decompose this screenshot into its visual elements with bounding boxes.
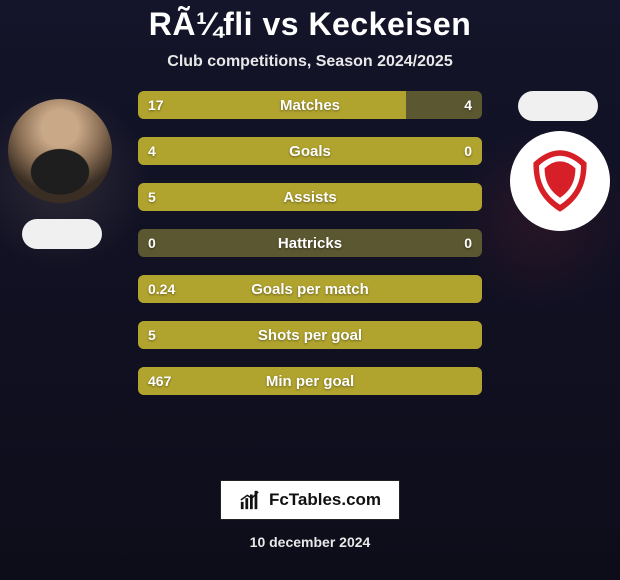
stat-value-left: 17 [148,97,164,113]
stat-value-left: 4 [148,143,156,159]
stat-label: Goals per match [138,281,482,298]
stat-row: Matches17 4 [138,91,482,119]
stat-label: Matches [138,97,482,114]
stat-row: Shots per goal5 [138,321,482,349]
brand-badge: FcTables.com [220,480,400,520]
stat-label: Min per goal [138,373,482,390]
player-left-avatar [8,99,112,203]
stat-value-left: 467 [148,373,171,389]
stat-label: Goals [138,143,482,160]
player-right-flag [518,91,598,121]
stat-value-left: 0.24 [148,281,175,297]
stat-value-right: 4 [464,97,472,113]
stat-value-left: 0 [148,235,156,251]
shield-icon [525,146,595,216]
stat-rows: Matches174Goals40Assists5Hattricks00Goal… [138,91,482,413]
stat-value-left: 5 [148,327,156,343]
stat-row: Assists5 [138,183,482,211]
brand-text: FcTables.com [269,490,381,510]
player-right-badge [510,131,610,231]
page-title: RÃ¼fli vs Keckeisen [149,6,472,43]
date-text: 10 december 2024 [220,534,400,550]
chart-icon [239,489,261,511]
stat-row: Goals4 0 [138,137,482,165]
stat-label: Hattricks [138,235,482,252]
stat-row: Goals per match0.24 [138,275,482,303]
stat-value-right: 0 [464,143,472,159]
stat-row: Hattricks0 0 [138,229,482,257]
stat-label: Shots per goal [138,327,482,344]
stat-value-right: 0 [464,235,472,251]
stat-label: Assists [138,189,482,206]
comparison-arena: Matches174Goals40Assists5Hattricks00Goal… [0,91,620,480]
stat-value-left: 5 [148,189,156,205]
player-left-flag [22,219,102,249]
stat-row: Min per goal467 [138,367,482,395]
subtitle: Club competitions, Season 2024/2025 [167,53,452,71]
